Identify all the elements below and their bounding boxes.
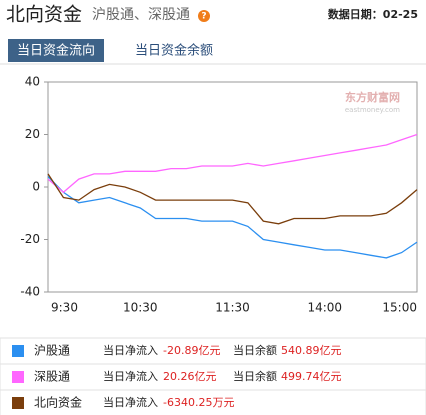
date-label: 数据日期：02-25 [328,7,418,21]
inflow-value: -6340.25万元 [163,396,234,409]
watermark-site: eastmoney.com [345,106,400,114]
row-bg [0,389,426,415]
x-tick-label: 10:30 [123,301,158,315]
inflow-label: 当日净流入 [103,395,158,409]
balance-label: 当日余额 [233,343,277,357]
inflow-label: 当日净流入 [103,369,158,383]
row-name: 北向资金 [34,395,82,410]
title: 北向资金 [6,4,82,26]
row-bg [0,363,426,391]
x-tick-label: 15:00 [382,301,417,315]
legend-swatch [12,345,24,357]
series-line [47,173,418,225]
y-tick-label: -20 [20,232,40,246]
row-name: 深股通 [34,370,70,384]
x-tick-label: 9:30 [51,301,78,315]
y-tick-label: 20 [25,127,40,141]
watermark-brand: 东方财富网 [345,90,400,104]
row-bg [0,337,426,365]
legend-swatch [12,371,24,383]
y-tick-label: 0 [32,180,40,194]
y-tick-label: -40 [20,285,40,299]
x-tick-label: 14:00 [307,301,342,315]
series-line [47,176,418,259]
series-line [47,133,418,194]
balance-label: 当日余额 [233,369,277,383]
inflow-value: -20.89亿元 [163,344,220,357]
balance-value: 540.89亿元 [281,344,342,357]
help-icon[interactable]: ? [201,12,206,22]
help-icon-bg[interactable] [198,10,210,22]
tab[interactable]: 当日资金流向 [17,43,95,59]
tab[interactable]: 当日资金余额 [135,43,213,59]
legend-swatch [12,397,24,409]
subtitle: 沪股通、深股通 [92,7,190,23]
inflow-value: 20.26亿元 [163,370,217,383]
inflow-label: 当日净流入 [103,343,158,357]
y-tick-label: 40 [25,75,40,89]
balance-value: 499.74亿元 [281,370,342,383]
tab-bg[interactable] [8,39,104,62]
row-name: 沪股通 [34,344,70,358]
x-tick-label: 11:30 [215,301,250,315]
